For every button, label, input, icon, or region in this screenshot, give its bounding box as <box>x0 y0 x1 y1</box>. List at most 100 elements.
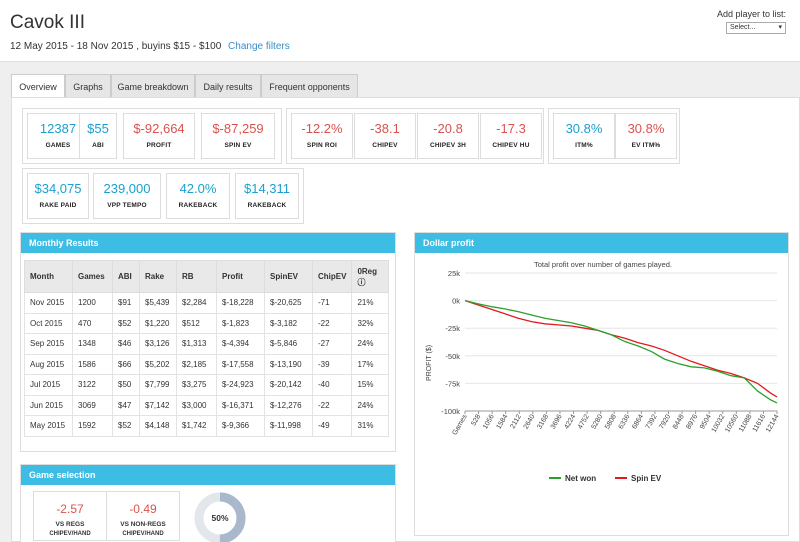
stat-value: 30.8% <box>565 121 603 136</box>
table-row[interactable]: Aug 2015 1586 $66 $5,202 $2,185 $-17,558 $-13,… <box>24 353 390 375</box>
stat-card-profit: $-92,664 PROFIT <box>123 113 195 159</box>
column-header[interactable]: Month <box>24 260 73 293</box>
gs-sub: CHIPEV/HAND <box>122 531 164 537</box>
column-header[interactable]: SpinEV <box>264 260 313 293</box>
table-cell: $2,284 <box>176 292 217 314</box>
x-tick-label: 8976 <box>685 413 699 430</box>
add-player-select[interactable]: Select... ▾ <box>726 22 786 34</box>
series-line-spin-ev <box>464 299 778 398</box>
game-selection-title: Game selection <box>21 465 395 485</box>
monthly-results-table: Month Games ABI Rake RB Profit SpinEV Ch… <box>24 260 390 437</box>
table-cell: $-20,142 <box>264 374 313 396</box>
column-header-0reg[interactable]: 0Reg ⓘ <box>351 260 390 293</box>
add-player-select-value: Select... <box>730 24 756 31</box>
table-row[interactable]: Jul 2015 3122 $50 $7,799 $3,275 $-24,923 $-20,… <box>24 374 390 396</box>
column-header: 0Reg <box>357 266 378 276</box>
series-line-net-won <box>464 299 778 404</box>
stats-group-itm: 30.8% ITM% 30.8% EV ITM% <box>548 108 680 164</box>
stats-group-chipev: -12.2% SPIN ROI -38.1 CHIPEV -20.8 CHIPE… <box>286 108 544 164</box>
table-cell: $3,000 <box>176 394 217 416</box>
table-cell: $3,126 <box>139 333 177 355</box>
table-cell: 24% <box>351 333 390 355</box>
stat-label: SPIN EV <box>224 142 252 149</box>
chart-legend: Net won Spin EV <box>549 474 662 483</box>
table-row[interactable]: Sep 2015 1348 $46 $3,126 $1,313 $-4,394 $-5,84… <box>24 333 390 355</box>
table-cell: $1,742 <box>176 415 217 437</box>
table-cell: $-9,366 <box>216 415 265 437</box>
y-tick-label: 0k <box>452 297 460 306</box>
tab-frequent-opponents[interactable]: Frequent opponents <box>261 74 358 98</box>
x-tick-label: 9504 <box>699 413 713 430</box>
dollar-profit-chart: Total profit over number of games played… <box>426 260 781 483</box>
table-row[interactable]: May 2015 1592 $52 $4,148 $1,742 $-9,366 $-11,9… <box>24 415 390 437</box>
column-header[interactable]: ABI <box>112 260 140 293</box>
table-cell: -22 <box>311 394 353 416</box>
tab-overview[interactable]: Overview <box>11 74 65 98</box>
tab-daily-results[interactable]: Daily results <box>195 74 261 98</box>
x-tick-label: 5808 <box>604 413 618 430</box>
x-tick-label: 6864 <box>631 413 645 430</box>
table-cell: $-5,846 <box>264 333 313 355</box>
stat-value: -20.8 <box>433 121 463 136</box>
table-cell: May 2015 <box>24 415 73 437</box>
table-cell: $66 <box>112 353 140 375</box>
table-cell: Jul 2015 <box>24 374 73 396</box>
filter-summary-text: 12 May 2015 - 18 Nov 2015 , buyins $15 -… <box>10 41 222 52</box>
stat-value: 42.0% <box>179 181 217 196</box>
add-player-label: Add player to list: <box>716 9 786 19</box>
table-cell: $52 <box>112 312 140 334</box>
y-axis-ticks: 25k 0k -25k -50k -75k -100k <box>441 269 460 416</box>
stat-value: 239,000 <box>103 181 151 196</box>
tab-graphs[interactable]: Graphs <box>65 74 111 98</box>
chart-series <box>464 299 778 404</box>
table-cell: $7,799 <box>139 374 177 396</box>
change-filters-link[interactable]: Change filters <box>228 41 290 52</box>
dollar-profit-panel: Dollar profit Total profit over number o… <box>414 232 789 536</box>
stat-value: -12.2% <box>301 121 343 136</box>
table-cell: -27 <box>311 333 353 355</box>
table-cell: 31% <box>351 415 390 437</box>
gs-value: -0.49 <box>129 502 157 516</box>
stat-label: RAKE PAID <box>39 202 77 209</box>
table-cell: 1592 <box>72 415 113 437</box>
tab-game-breakdown[interactable]: Game breakdown <box>111 74 195 98</box>
y-tick-label: 25k <box>448 269 460 278</box>
info-icon[interactable]: ⓘ <box>357 277 366 287</box>
table-cell: $1,313 <box>176 333 217 355</box>
table-cell: $-20,625 <box>264 292 313 314</box>
chart-title: Total profit over number of games played… <box>534 260 672 269</box>
column-header[interactable]: Rake <box>139 260 177 293</box>
table-cell: 24% <box>351 394 390 416</box>
table-cell: 1586 <box>72 353 113 375</box>
stat-card-chipev: -38.1 CHIPEV <box>354 113 416 159</box>
stat-card-chipev-hu: -17.3 CHIPEV HU <box>480 113 542 159</box>
x-tick-label: 528 <box>470 413 482 427</box>
y-tick-label: -50k <box>445 352 460 361</box>
table-row[interactable]: Nov 2015 1200 $91 $5,439 $2,284 $-18,228 $-20,… <box>24 292 390 314</box>
table-row[interactable]: Jun 2015 3069 $47 $7,142 $3,000 $-16,371 $-12,… <box>24 394 390 416</box>
overview-content: 12387 GAMES $55 ABI $-92,664 PROFIT $-87… <box>11 97 800 542</box>
table-cell: $52 <box>112 415 140 437</box>
x-tick-label: 8448 <box>672 413 686 430</box>
column-header[interactable]: ChipEV <box>311 260 353 293</box>
table-cell: $4,148 <box>139 415 177 437</box>
x-tick-label: Games <box>451 413 469 436</box>
table-cell: 3069 <box>72 394 113 416</box>
gs-label: VS REGS <box>55 521 85 528</box>
table-cell: 32% <box>351 312 390 334</box>
x-tick-label: 1584 <box>496 413 510 430</box>
table-cell: $3,275 <box>176 374 217 396</box>
column-header[interactable]: Profit <box>216 260 265 293</box>
stat-card-spin-roi: -12.2% SPIN ROI <box>291 113 353 159</box>
stat-card-itm: 30.8% ITM% <box>553 113 615 159</box>
stat-label: RAKEBACK <box>247 202 287 209</box>
column-header[interactable]: RB <box>176 260 217 293</box>
x-tick-label: 12144 <box>765 413 781 433</box>
table-row[interactable]: Oct 2015 470 $52 $1,220 $512 $-1,823 $-3,182 -2… <box>24 312 390 334</box>
stat-label: SPIN ROI <box>306 142 338 149</box>
gs-sub: CHIPEV/HAND <box>49 531 91 537</box>
column-header[interactable]: Games <box>72 260 113 293</box>
stat-card-abi: $55 ABI <box>79 113 117 159</box>
gs-card-vs-regs: -2.57 VS REGS CHIPEV/HAND <box>33 491 107 541</box>
filter-summary: 12 May 2015 - 18 Nov 2015 , buyins $15 -… <box>10 41 290 52</box>
